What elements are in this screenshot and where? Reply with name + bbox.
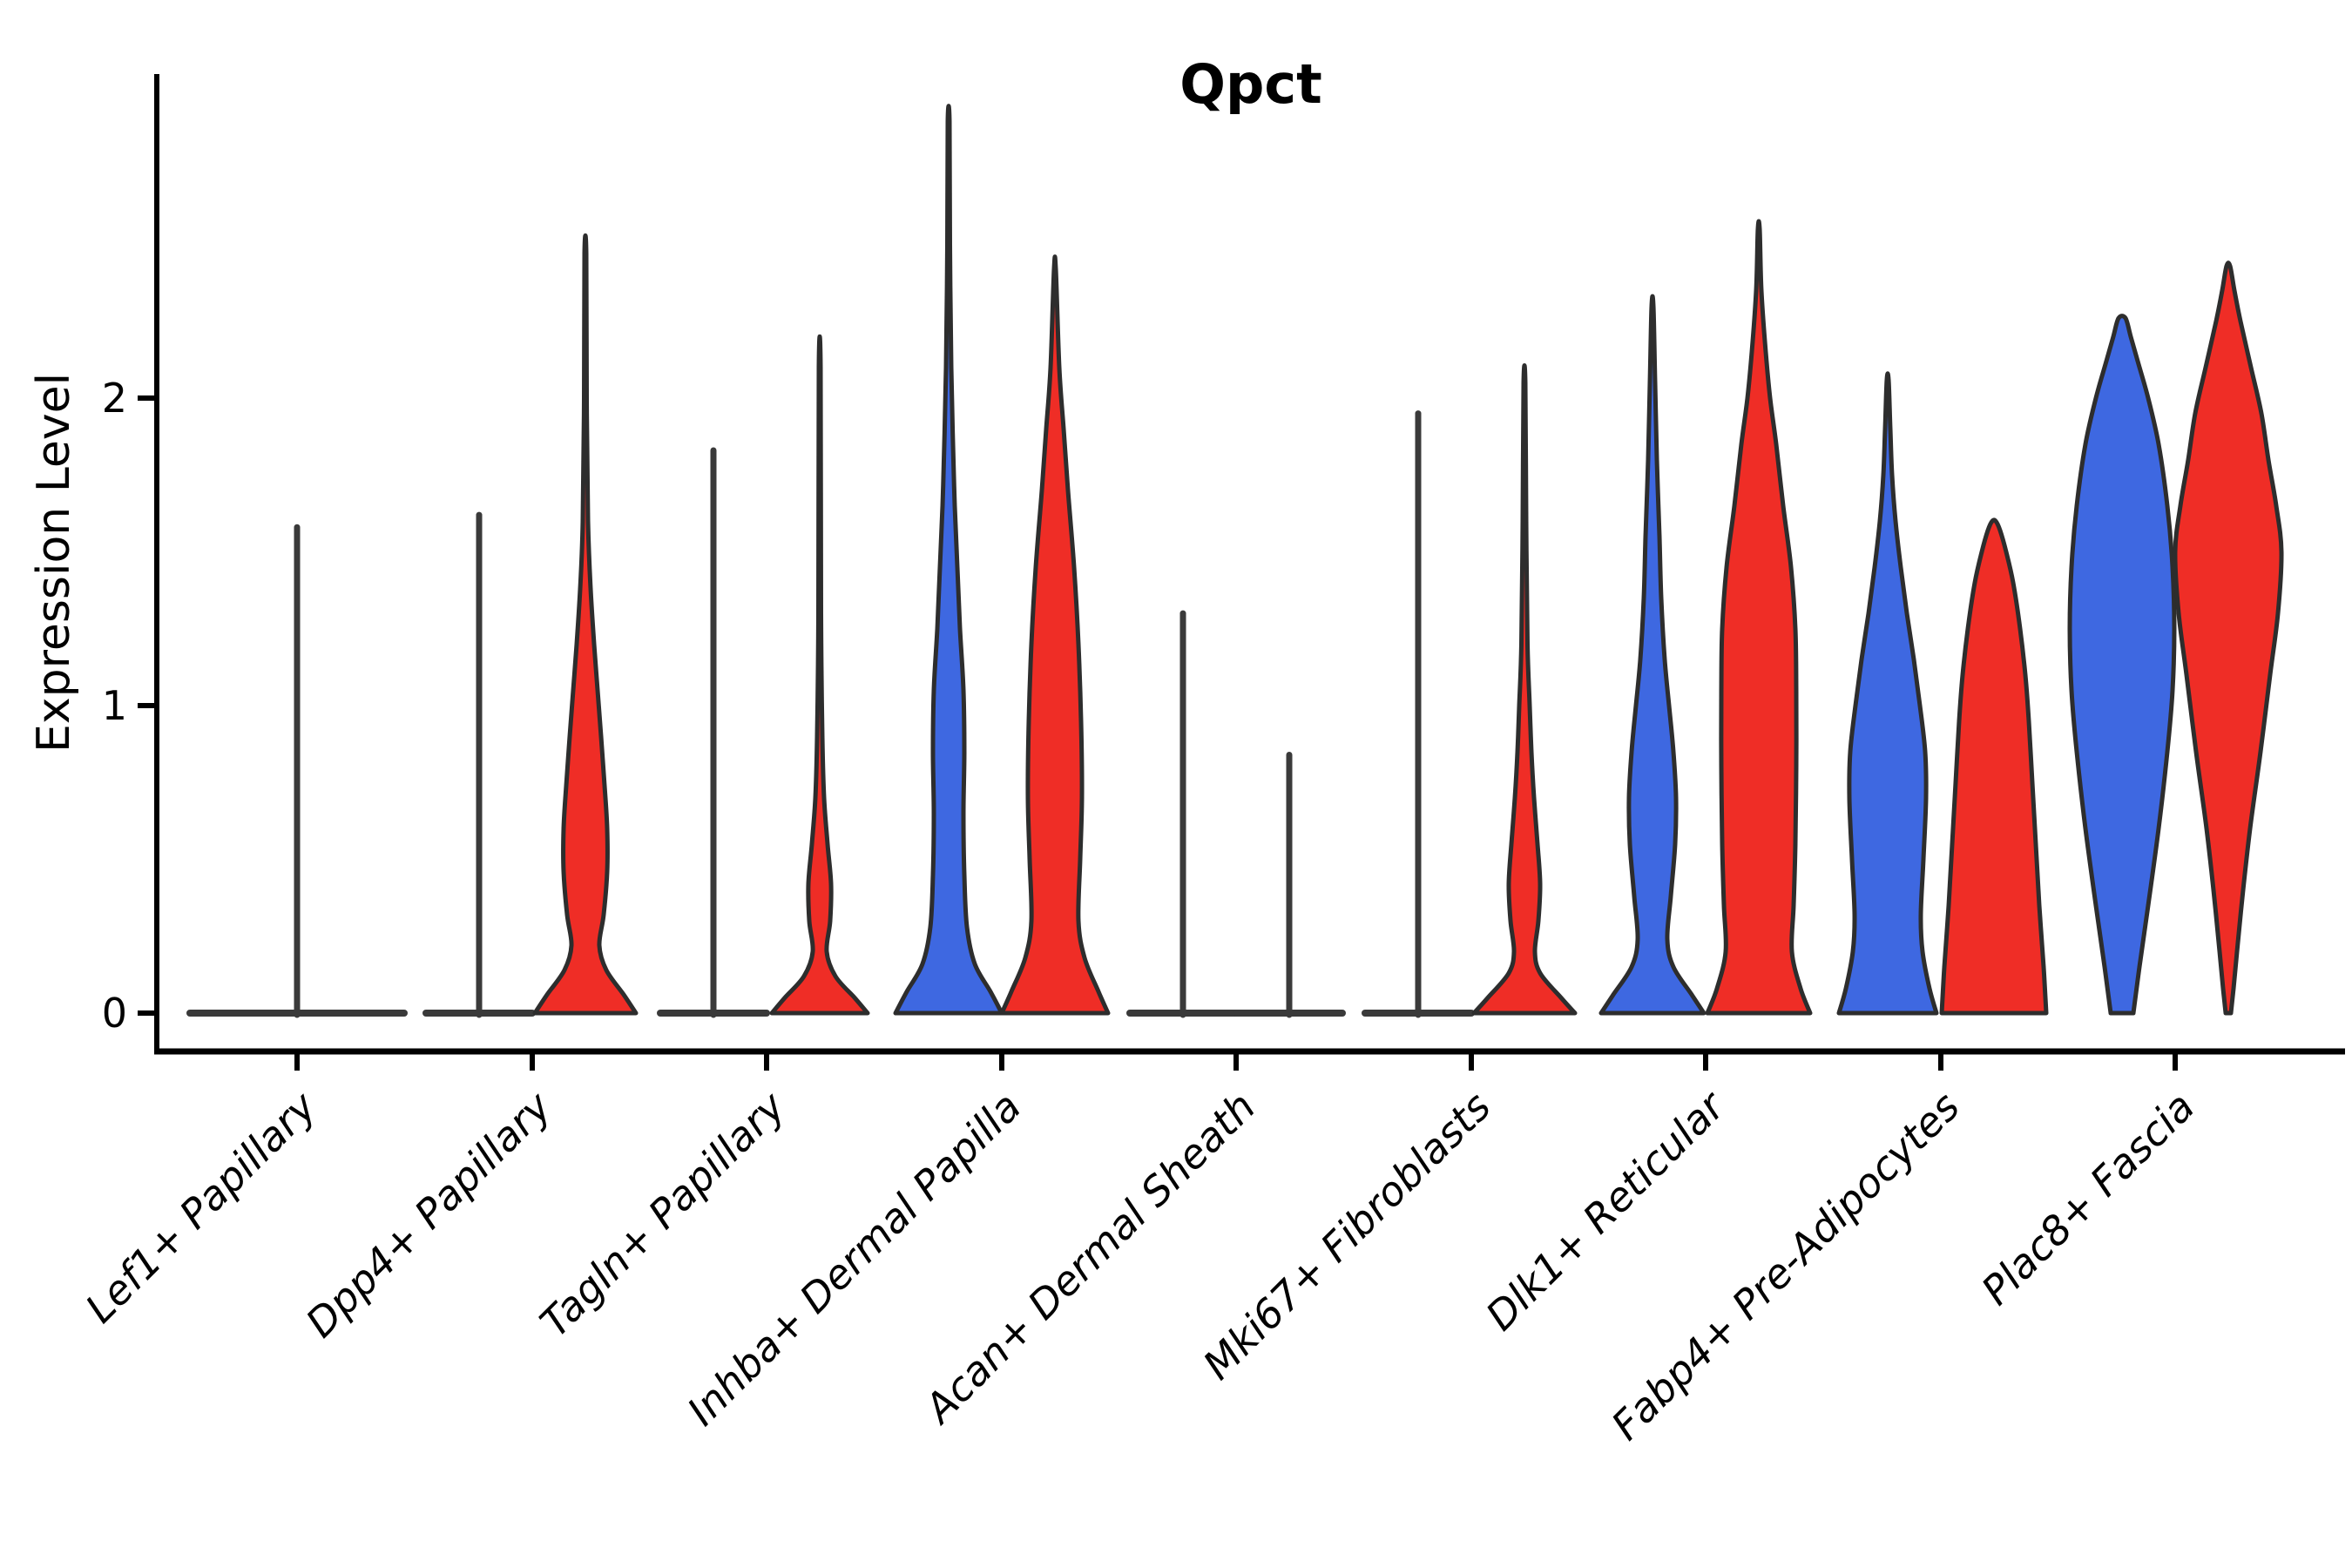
violin-mki67-fibroblasts-right: [1471, 363, 1578, 1016]
violin-tagln-papillary-right: [769, 334, 870, 1016]
y-tick-label: 1: [101, 682, 127, 729]
violin-inhba-dermal-papilla-right: [999, 254, 1111, 1016]
violin-plac8-fascia-left: [2067, 314, 2177, 1016]
violin-dpp4-papillary-right: [532, 233, 639, 1016]
y-tick-label: 2: [101, 375, 127, 422]
violin-fabp4-pre-adipocytes-right: [1939, 517, 2049, 1016]
violin-dlk1-reticular-right: [1705, 219, 1813, 1016]
violin-fabp4-pre-adipocytes-left: [1836, 371, 1939, 1016]
violin-plac8-fascia-right: [2173, 260, 2284, 1016]
chart-title: Qpct: [1179, 51, 1322, 116]
violin-inhba-dermal-papilla-left: [893, 104, 1004, 1016]
violin-dlk1-reticular-left: [1598, 294, 1707, 1016]
y-tick-label: 0: [101, 990, 127, 1037]
